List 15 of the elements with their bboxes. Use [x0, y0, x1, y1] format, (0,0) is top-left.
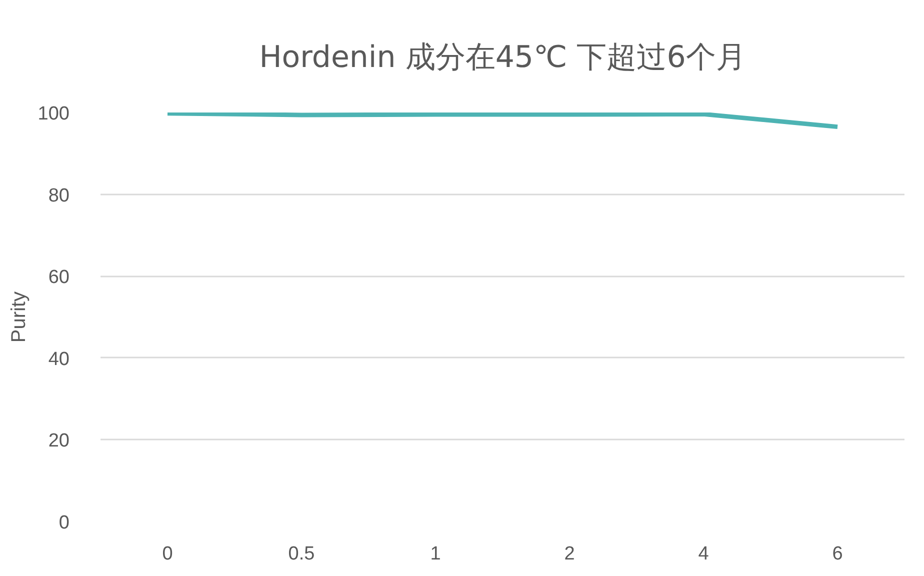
y-tick-label: 40	[48, 348, 70, 370]
y-tick-label: 100	[38, 104, 70, 124]
line-series	[165, 112, 840, 130]
chart-title: Hordenin 成分在45℃ 下超过6个月	[259, 40, 746, 75]
y-tick-label: 60	[48, 267, 70, 288]
y-axis-title: Purity	[8, 291, 30, 343]
x-tick-label: 2	[564, 544, 575, 564]
y-tick-label: 80	[48, 185, 70, 206]
y-tick-label: 20	[48, 430, 70, 452]
x-tick-label: 1	[430, 544, 441, 564]
y-tick-label: 0	[58, 512, 70, 534]
x-tick-label: 4	[698, 544, 710, 564]
x-tick-label: 0	[162, 544, 173, 564]
x-tick-label: 0.5	[288, 544, 315, 564]
x-tick-label: 6	[832, 544, 843, 564]
